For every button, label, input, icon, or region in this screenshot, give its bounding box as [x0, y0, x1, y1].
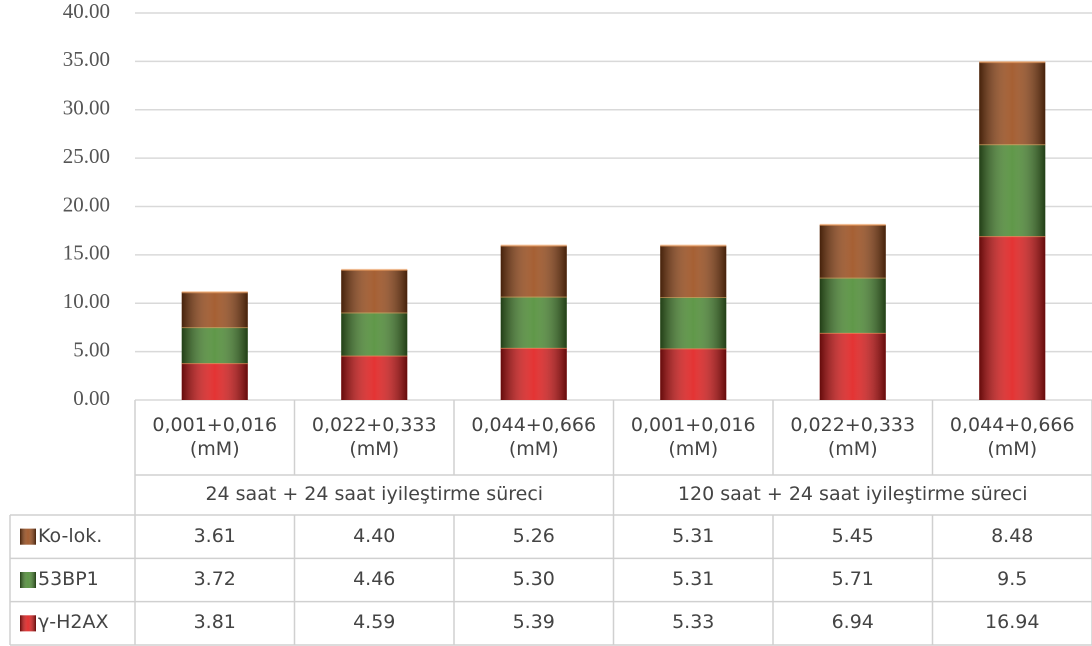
bar-shade — [660, 297, 727, 349]
table-value: 5.45 — [831, 524, 874, 547]
table-value: 5.33 — [672, 611, 715, 634]
table-value: 5.26 — [512, 524, 555, 547]
bar-shade — [819, 332, 886, 400]
category-label: 0,044+0,666 (mM) — [949, 413, 1075, 460]
y-tick-label: 15.00 — [63, 241, 110, 265]
bar-shade — [500, 347, 567, 400]
bar-shade — [979, 236, 1046, 400]
table-value: 4.40 — [353, 524, 396, 547]
bar-shade — [660, 245, 727, 298]
bar-shade — [500, 245, 567, 297]
category-label: 0,022+0,333 (mM) — [790, 413, 916, 460]
y-tick-label: 40.00 — [63, 0, 110, 23]
y-tick-label: 20.00 — [63, 192, 110, 216]
legend-label: 53BP1 — [38, 568, 99, 591]
table-value: 6.94 — [831, 611, 874, 634]
category-label: 0,001+0,016 (mM) — [152, 413, 278, 460]
bar-shade — [181, 327, 248, 364]
table-value: 5.39 — [512, 611, 555, 634]
category-label: 0,022+0,333 (mM) — [311, 413, 437, 460]
table-value: 8.48 — [991, 524, 1034, 547]
bar-shade — [341, 269, 408, 313]
group-label: 24 saat + 24 saat iyileştirme süreci — [205, 483, 544, 506]
table-value: 16.94 — [985, 611, 1040, 634]
y-tick-label: 5.00 — [73, 337, 110, 361]
bar-shade — [819, 224, 886, 278]
bar-shade — [979, 62, 1046, 145]
legend-label: Ko-lok. — [38, 524, 103, 547]
table-value: 5.30 — [512, 568, 555, 591]
bar-shade — [181, 363, 248, 400]
table-value: 4.46 — [353, 568, 396, 591]
table-value: 3.81 — [193, 611, 236, 634]
table-value: 5.31 — [672, 568, 715, 591]
category-label: 0,044+0,666 (mM) — [471, 413, 597, 460]
y-tick-label: 10.00 — [63, 289, 110, 313]
y-tick-label: 0.00 — [73, 386, 110, 410]
table-value: 5.71 — [831, 568, 874, 591]
bar-shade — [181, 292, 248, 328]
table-value: 4.59 — [353, 611, 396, 634]
y-tick-label: 35.00 — [63, 47, 110, 71]
table-value: 9.5 — [997, 568, 1028, 591]
y-tick-label: 25.00 — [63, 144, 110, 168]
legend-swatch-shade — [20, 528, 36, 545]
bar-shade — [500, 296, 567, 348]
legend-swatch-shade — [20, 615, 36, 632]
table-value: 3.61 — [193, 524, 236, 547]
group-label: 120 saat + 24 saat iyileştirme süreci — [677, 483, 1028, 506]
legend-swatch-shade — [20, 572, 36, 588]
bar-shade — [660, 348, 727, 400]
legend-label: γ-H2AX — [38, 611, 109, 634]
table-value: 5.31 — [672, 524, 715, 547]
bar-shade — [341, 312, 408, 356]
bar-shade — [341, 355, 408, 400]
bar-shade — [979, 144, 1046, 237]
bar-shade — [819, 277, 886, 333]
y-tick-label: 30.00 — [63, 96, 110, 120]
category-label: 0,001+0,016 (mM) — [630, 413, 756, 460]
table-value: 3.72 — [193, 568, 236, 591]
